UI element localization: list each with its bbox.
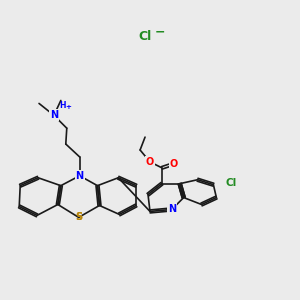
Text: Cl: Cl: [225, 178, 236, 188]
Text: O: O: [146, 157, 154, 167]
Text: N: N: [50, 110, 58, 120]
Text: Cl: Cl: [138, 30, 152, 43]
Text: S: S: [75, 212, 82, 222]
Text: H: H: [59, 101, 65, 110]
Text: N: N: [76, 171, 84, 181]
Text: −: −: [155, 26, 166, 39]
Text: +: +: [65, 104, 71, 110]
Text: S: S: [75, 212, 82, 222]
Text: S: S: [75, 212, 82, 222]
Text: N: N: [168, 204, 176, 214]
Text: O: O: [170, 159, 178, 169]
